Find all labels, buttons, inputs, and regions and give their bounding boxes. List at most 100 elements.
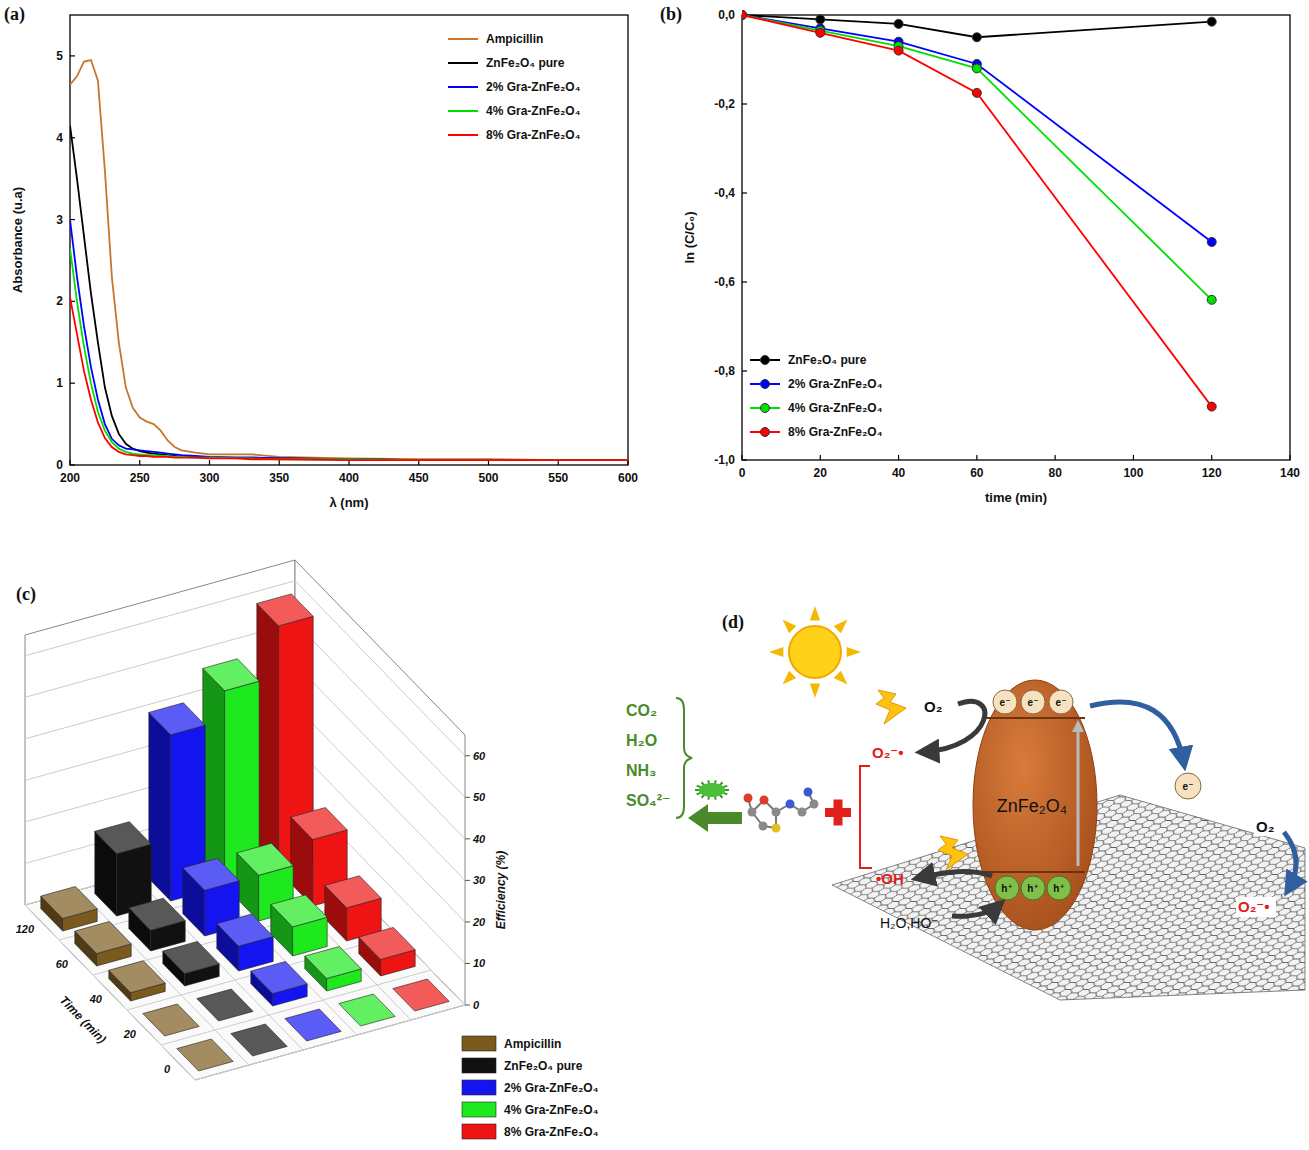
atom	[786, 800, 795, 809]
valence-band	[985, 871, 1085, 873]
bar-top	[271, 895, 327, 927]
legend-label: ZnFe₂O₄ pure	[788, 353, 867, 367]
atom	[804, 788, 813, 797]
sun-ray	[783, 620, 797, 634]
bar-top	[359, 927, 415, 959]
electron	[993, 690, 1017, 714]
x-tick-label: 550	[548, 471, 568, 485]
series-line	[70, 125, 628, 460]
line-chart: 0204060801001201400,0-0,2-0,4-0,6-0,8-1,…	[682, 8, 1300, 505]
bacterium-body	[699, 783, 725, 797]
bar	[129, 898, 185, 951]
excitation-arrow	[1077, 728, 1080, 866]
plot-frame	[742, 15, 1290, 460]
legend-label: 4% Gra-ZnFe₂O₄	[504, 1103, 599, 1117]
atom	[760, 796, 769, 805]
x-tick-label: 120	[1202, 466, 1222, 480]
y-tick-label: -0,4	[714, 186, 735, 200]
y-tick	[742, 103, 747, 104]
legend-swatch	[448, 134, 478, 136]
legend-swatch	[462, 1058, 496, 1073]
sun-ray	[834, 620, 848, 634]
z-tick	[465, 921, 470, 922]
water-label: H₂O,HO⁻	[880, 915, 939, 931]
y-axis-title: ln (C/C₀)	[682, 211, 697, 263]
bar	[359, 927, 415, 976]
series-marker	[894, 19, 903, 28]
time-tick-label: 120	[16, 923, 35, 935]
sun-ray	[783, 671, 797, 685]
series-line	[70, 248, 628, 460]
x-tick-label: 0	[739, 466, 746, 480]
y-tick-label: -1,0	[714, 453, 735, 467]
y-tick-label: -0,6	[714, 275, 735, 289]
hole	[995, 876, 1019, 900]
x-tick	[741, 455, 742, 460]
x-tick	[139, 460, 140, 465]
series-group	[742, 11, 1216, 412]
catalyst-particle	[973, 680, 1097, 930]
mechanism-diagram: ZnFe₂O₄e⁻e⁻e⁻h⁺h⁺h⁺O₂O₂⁻••OHH₂O,HO⁻CO₂H₂…	[626, 606, 1305, 1000]
bar-top	[109, 961, 165, 993]
y-tick-label: 2	[56, 294, 63, 308]
legend-label: 8% Gra-ZnFe₂O₄	[486, 128, 581, 142]
x-axis-title: λ (nm)	[330, 495, 369, 510]
legend-label: 4% Gra-ZnFe₂O₄	[788, 401, 883, 415]
x-tick	[279, 460, 280, 465]
electron-label: e⁻	[1183, 781, 1194, 792]
series-line	[742, 15, 1212, 407]
series-marker	[742, 11, 747, 20]
legend-label: 2% Gra-ZnFe₂O₄	[486, 80, 581, 94]
electron	[1049, 690, 1073, 714]
x-tick-label: 60	[970, 466, 984, 480]
figure: (a)(b)(c)(d)2002503003504004505005506000…	[0, 0, 1309, 1150]
line-chart: 200250300350400450500550600012345λ (nm)A…	[10, 15, 638, 510]
y-tick-label: 5	[56, 49, 63, 63]
bar-top	[257, 594, 313, 626]
y-tick-label: -0,8	[714, 364, 735, 378]
legend-marker	[761, 404, 770, 413]
x-tick-label: 500	[478, 471, 498, 485]
bacterium	[695, 780, 729, 799]
x-tick	[1211, 455, 1212, 460]
bar-top	[291, 808, 347, 840]
series-marker	[894, 46, 903, 55]
electron-label: e⁻	[1056, 697, 1067, 708]
oxidation-arrow	[918, 872, 992, 878]
product-arrow	[688, 804, 742, 832]
oxygen-label: O₂	[1256, 818, 1274, 835]
legend-label: ZnFe₂O₄ pure	[486, 56, 565, 70]
x-tick-label: 40	[892, 466, 906, 480]
series-line	[70, 60, 628, 460]
bar	[197, 989, 253, 1021]
bar	[109, 961, 165, 1001]
z-tick	[465, 797, 470, 798]
series-marker	[816, 15, 825, 24]
bar-side	[203, 668, 225, 886]
bar-top	[217, 914, 273, 946]
legend-label: 2% Gra-ZnFe₂O₄	[788, 377, 883, 391]
x-tick-label: 200	[60, 471, 80, 485]
bar-top	[129, 898, 185, 930]
x-tick-label: 20	[814, 466, 828, 480]
bar-top	[231, 1024, 287, 1056]
z-tick-label: 60	[473, 750, 486, 762]
time-axis-title: Time (min)	[57, 993, 109, 1046]
series-marker	[972, 33, 981, 42]
series-marker	[742, 11, 747, 20]
bar-side	[257, 604, 279, 872]
series-marker	[1207, 295, 1216, 304]
conduction-band	[985, 717, 1085, 719]
legend-swatch	[462, 1080, 496, 1095]
y-tick-label: 4	[56, 131, 63, 145]
catalyst-label: ZnFe₂O₄	[997, 796, 1067, 816]
hole-label: h⁺	[1001, 883, 1012, 894]
z-axis-title: Efficiency (%)	[494, 851, 508, 929]
z-tick-label: 20	[472, 916, 486, 928]
legend-label: 4% Gra-ZnFe₂O₄	[486, 104, 581, 118]
reduction-arrow	[922, 701, 985, 752]
excitation-arrowhead	[1072, 720, 1084, 732]
z-tick-label: 50	[473, 791, 486, 803]
product-label: H₂O	[626, 732, 657, 749]
x-tick-label: 350	[269, 471, 289, 485]
